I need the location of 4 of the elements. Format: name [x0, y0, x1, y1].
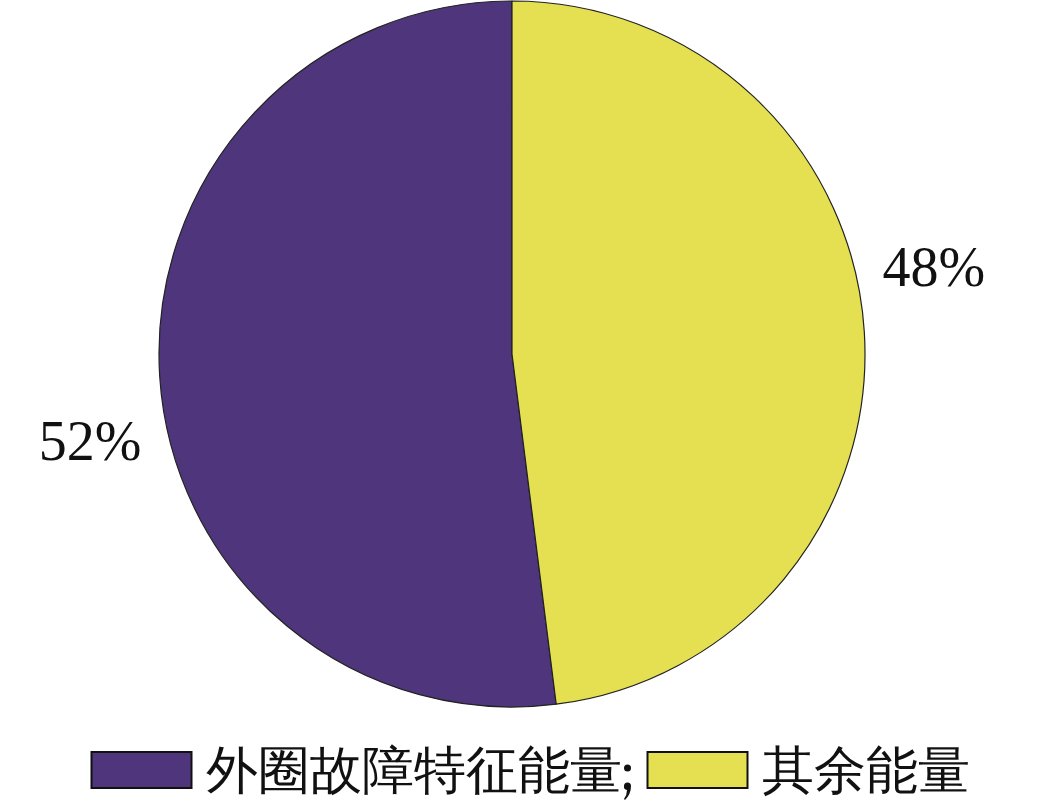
data-label: 52%: [38, 409, 142, 472]
legend-label: 其余能量: [761, 741, 970, 799]
data-label: 48%: [882, 236, 986, 299]
legend-label: 外圈故障特征能量: [205, 741, 622, 799]
